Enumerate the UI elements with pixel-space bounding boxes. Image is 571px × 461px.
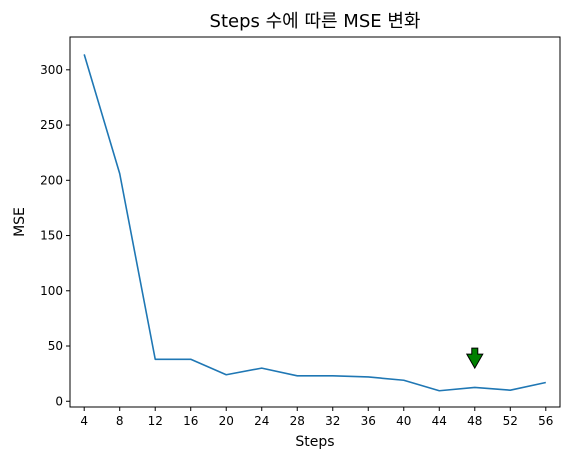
y-tick-label: 300 — [40, 63, 63, 77]
x-tick-label: 24 — [254, 414, 269, 428]
y-tick-label: 150 — [40, 229, 63, 243]
x-tick-label: 36 — [361, 414, 376, 428]
chart-title: Steps 수에 따른 MSE 변화 — [210, 11, 421, 32]
x-tick-label: 28 — [290, 414, 305, 428]
x-tick-label: 40 — [396, 414, 411, 428]
x-tick-label: 12 — [148, 414, 163, 428]
arrow-down-icon — [467, 348, 483, 368]
x-axis-label: Steps — [295, 434, 334, 450]
x-tick-label: 48 — [467, 414, 482, 428]
series-group — [84, 54, 546, 390]
x-tick-label: 44 — [432, 414, 447, 428]
y-tick-label: 200 — [40, 173, 63, 187]
x-tick-label: 20 — [219, 414, 234, 428]
y-axis-label: MSE — [12, 207, 28, 237]
y-tick-label: 50 — [48, 339, 63, 353]
x-tick-label: 56 — [538, 414, 553, 428]
x-tick-label: 32 — [325, 414, 340, 428]
x-tick-label: 4 — [80, 414, 88, 428]
annotation-group — [467, 348, 483, 368]
y-tick-label: 100 — [40, 284, 63, 298]
x-tick-label: 52 — [503, 414, 518, 428]
x-axis-ticks: 4 8 12 16 20 24 28 32 36 40 44 48 52 56 — [80, 407, 553, 428]
series-line — [84, 54, 546, 390]
y-tick-label: 250 — [40, 118, 63, 132]
x-tick-label: 8 — [116, 414, 124, 428]
y-axis-ticks: 0 50 100 150 200 250 300 — [40, 63, 70, 408]
x-tick-label: 16 — [183, 414, 198, 428]
plot-frame — [70, 37, 560, 407]
y-tick-label: 0 — [55, 394, 63, 408]
